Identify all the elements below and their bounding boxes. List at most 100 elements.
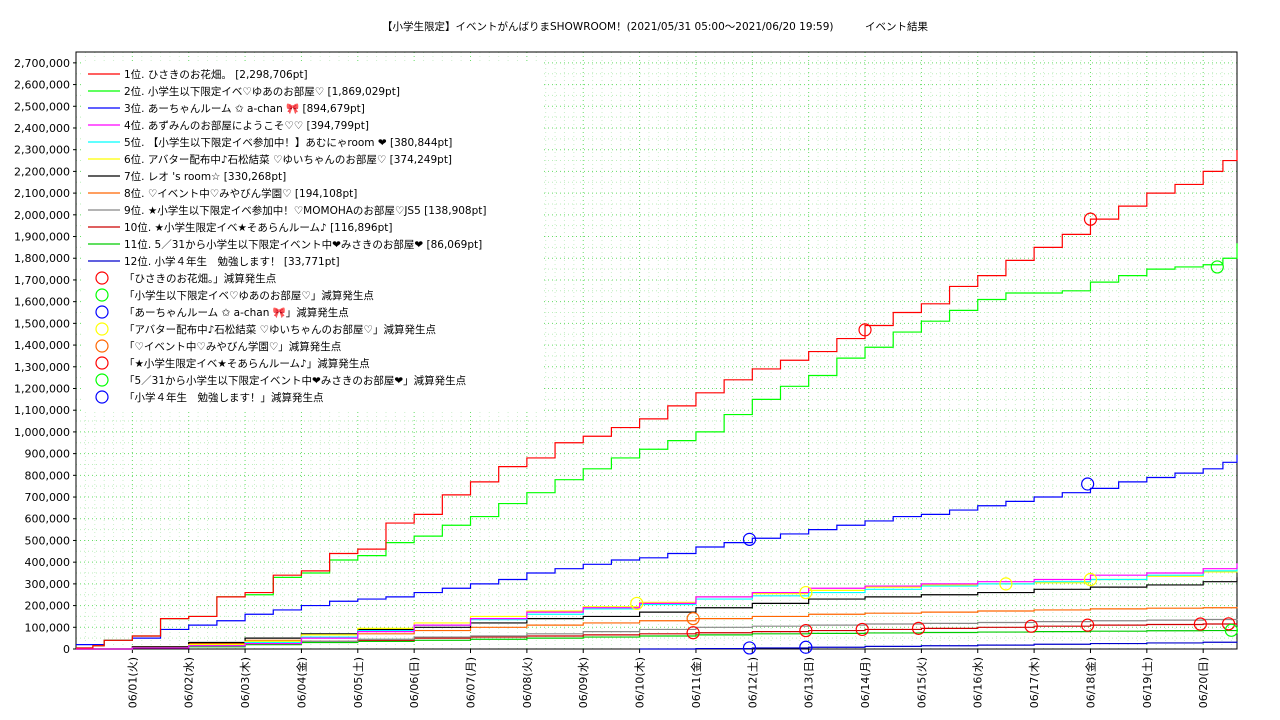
legend-marker	[95, 288, 109, 302]
penalty-marker	[999, 577, 1013, 591]
penalty-marker	[1224, 623, 1238, 637]
x-tick-label: 06/02(水)	[183, 657, 196, 708]
x-tick-label: 06/14(月)	[859, 657, 872, 708]
series-line	[76, 566, 1238, 650]
x-tick-label: 06/11(金)	[689, 657, 703, 708]
penalty-marker	[1083, 572, 1098, 587]
x-tick-label: 06/12(土)	[746, 657, 759, 708]
x-tick-label: 06/10(木)	[634, 657, 647, 708]
x-tick-label: 06/19(土)	[1141, 657, 1154, 708]
x-tick-label: 06/17(木)	[1028, 657, 1041, 708]
legend-entry: 「ひさきのお花畑。」減算発生点	[124, 272, 276, 285]
x-tick-label: 06/15(火)	[915, 657, 928, 708]
legend-entry: 「★小学生限定イベ★そあらんルーム♪」減算発生点	[124, 357, 370, 370]
penalty-marker	[1210, 260, 1224, 274]
y-tick-label: 500,000	[25, 534, 71, 547]
legend-entry: 10位. ★小学生限定イベ★そあらんルーム♪ [116,896pt]	[124, 221, 392, 234]
y-tick-label: 200,000	[25, 600, 71, 613]
y-tick-label: 1,100,000	[14, 404, 70, 417]
y-tick-label: 1,900,000	[14, 231, 70, 244]
y-tick-label: 2,700,000	[14, 57, 70, 70]
series-line	[76, 454, 1238, 646]
y-tick-label: 2,300,000	[14, 144, 70, 157]
legend-entry: 5位. 【小学生以下限定イベ参加中！】あむにゃroom ❤ [380,844pt…	[124, 136, 452, 149]
legend-entry: 7位. レオ 's room☆ [330,268pt]	[124, 170, 286, 183]
x-tick-label: 06/01(火)	[126, 657, 139, 708]
y-tick-label: 1,600,000	[14, 296, 70, 309]
chart-title: 【小学生限定】イベントがんばりまSHOWROOM！(2021/05/31 05:…	[382, 20, 929, 33]
x-tick-label: 06/06(日)	[408, 657, 421, 708]
y-tick-label: 800,000	[25, 469, 71, 482]
penalty-marker	[1083, 212, 1098, 226]
penalty-marker	[799, 585, 813, 600]
penalty-marker	[799, 640, 813, 654]
y-tick-label: 900,000	[25, 448, 71, 461]
legend-box	[82, 62, 542, 412]
series-lines	[76, 149, 1238, 650]
y-tick-label: 300,000	[25, 578, 71, 591]
legend-entry: 2位. 小学生以下限定イベ♡ゆあのお部屋♡ [1,869,029pt]	[124, 85, 400, 98]
penalty-markers	[630, 212, 1238, 655]
legend-entry: 3位. あーちゃんルーム ✩ a-chan 🎀 [894,679pt]	[124, 102, 365, 115]
x-axis: 06/01(火) 06/02(水) 06/03(木) 06/04(金) 06/05(土)…	[126, 649, 1210, 708]
legend-marker	[95, 373, 109, 387]
y-tick-label: 1,300,000	[14, 361, 70, 374]
legend-marker	[95, 339, 109, 353]
x-tick-label: 06/20(日)	[1197, 657, 1210, 708]
penalty-marker	[686, 626, 700, 640]
y-tick-label: 2,500,000	[14, 100, 70, 113]
y-tick-label: 100,000	[25, 621, 71, 634]
x-tick-label: 06/05(土)	[352, 657, 365, 708]
legend-entry: 8位. ♡イベント中♡みやびん学園♡ [194,108pt]	[124, 187, 357, 200]
y-tick-label: 1,700,000	[14, 274, 70, 287]
legend-entry: 4位. あずみんのお部屋にようこそ♡♡ [394,799pt]	[124, 119, 369, 132]
y-tick-label: 2,400,000	[14, 122, 70, 135]
x-tick-label: 06/08(火)	[521, 657, 534, 708]
legend-marker	[95, 390, 109, 404]
y-tick-label: 1,000,000	[14, 426, 70, 439]
x-tick-label: 06/13(日)	[803, 657, 816, 708]
series-line	[76, 563, 1238, 650]
y-tick-label: 2,200,000	[14, 165, 70, 178]
penalty-marker	[799, 623, 813, 638]
legend-entry: 1位. ひさきのお花畑。 [2,298,706pt]	[124, 68, 308, 81]
y-tick-label: 2,000,000	[14, 209, 70, 222]
penalty-marker	[858, 323, 872, 337]
y-tick-label: 1,500,000	[14, 317, 70, 330]
penalty-marker	[1193, 617, 1207, 631]
legend: 1位. ひさきのお花畑。 [2,298,706pt] 2位. 小学生以下限定イベ♡…	[88, 68, 487, 404]
legend-marker	[95, 356, 109, 370]
penalty-marker	[855, 622, 869, 637]
series-line	[76, 149, 1238, 649]
y-tick-label: 2,600,000	[14, 79, 70, 92]
legend-entry: 「5／31から小学生以下限定イベント中❤みさきのお部屋❤」減算発生点	[124, 374, 466, 387]
series-line	[639, 641, 1238, 650]
legend-entry: 9位. ★小学生以下限定イベ参加中！♡MOMOHAのお部屋♡JS5 [138,9…	[124, 204, 487, 217]
penalty-marker	[1081, 477, 1095, 491]
penalty-marker	[1221, 617, 1236, 631]
y-tick-label: 1,800,000	[14, 252, 70, 265]
legend-entry: 「あーちゃんルーム ✩ a-chan 🎀」減算発生点	[124, 306, 349, 319]
x-tick-label: 06/07(月)	[465, 657, 478, 708]
y-tick-label: 700,000	[25, 491, 71, 504]
x-tick-label: 06/03(木)	[239, 657, 252, 708]
penalty-marker	[686, 612, 700, 626]
legend-entry: 「小学生以下限定イベ♡ゆあのお部屋♡」減算発生点	[124, 289, 374, 302]
legend-entry: 12位. 小学４年生 勉強します！ [33,771pt]	[124, 255, 340, 268]
legend-marker	[95, 271, 109, 285]
x-tick-label: 06/04(金)	[294, 657, 308, 708]
y-tick-label: 600,000	[25, 513, 71, 526]
legend-marker	[95, 305, 109, 319]
series-line	[76, 243, 1238, 649]
penalty-marker	[1081, 618, 1095, 632]
y-tick-label: 0	[63, 643, 70, 656]
legend-entry: 「アバター配布中♪石松結菜 ♡ゆいちゃんのお部屋♡」減算発生点	[124, 323, 436, 336]
x-tick-label: 06/16(水)	[972, 657, 985, 708]
series-line	[76, 629, 1238, 650]
y-tick-label: 1,200,000	[14, 382, 70, 395]
penalty-marker	[742, 532, 757, 546]
legend-entry: 「小学４年生 勉強します！」減算発生点	[124, 391, 324, 404]
y-tick-label: 1,400,000	[14, 339, 70, 352]
penalty-marker	[911, 621, 926, 635]
x-tick-label: 06/18(金)	[1083, 657, 1097, 708]
